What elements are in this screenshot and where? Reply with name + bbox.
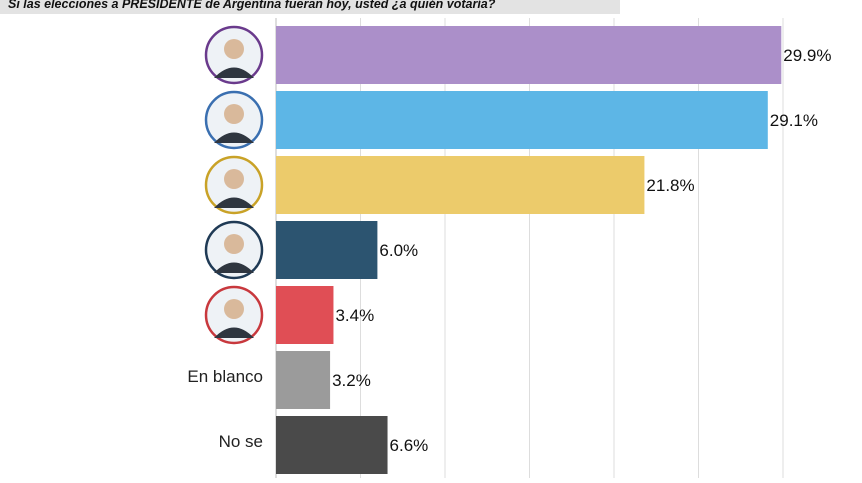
chart-title: Si las elecciones a PRESIDENTE de Argent… <box>8 0 496 11</box>
candidate-1-avatar <box>204 25 264 85</box>
bar <box>276 416 388 474</box>
data-label: 21.8% <box>646 176 694 195</box>
data-label: 3.4% <box>335 306 374 325</box>
data-label: 6.6% <box>390 436 429 455</box>
candidate-2-avatar <box>204 90 264 150</box>
data-label: 3.2% <box>332 371 371 390</box>
data-label: 29.1% <box>770 111 818 130</box>
category-label: En blanco <box>187 367 263 386</box>
title-band: Si las elecciones a PRESIDENTE de Argent… <box>0 0 620 14</box>
bar <box>276 26 782 84</box>
data-label: 6.0% <box>379 241 418 260</box>
bar <box>276 286 334 344</box>
data-label: 29.9% <box>783 46 831 65</box>
bar <box>276 156 645 214</box>
candidate-5-avatar <box>204 285 264 345</box>
candidate-4-avatar <box>204 220 264 280</box>
bar <box>276 91 768 149</box>
category-label: No se <box>219 432 263 451</box>
candidate-3-avatar <box>204 155 264 215</box>
bar <box>276 351 331 409</box>
bar <box>276 221 378 279</box>
